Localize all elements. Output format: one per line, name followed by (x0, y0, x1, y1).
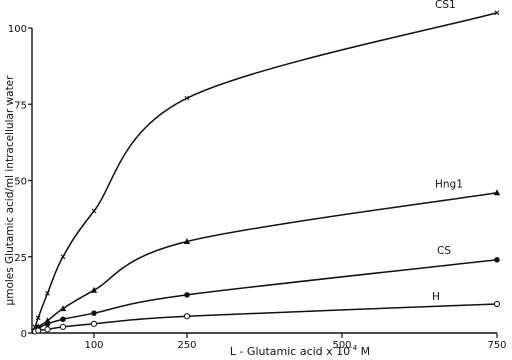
data-point (494, 257, 500, 263)
y-tick-label: 100 (8, 24, 27, 35)
data-point (60, 254, 66, 260)
axes: 100 250 500 750 0 25 50 75 100 (8, 24, 507, 351)
data-point (35, 327, 42, 334)
data-point (183, 238, 191, 244)
data-point (35, 315, 41, 321)
data-point-stroke (494, 10, 500, 16)
data-point-stroke (35, 315, 41, 321)
series-cs1 (31, 10, 500, 334)
series-line-cs1 (31, 12, 498, 334)
y-tick-label: 25 (14, 253, 27, 264)
x-tick-label: 250 (177, 340, 196, 351)
labels-group: L - Glutamic acid x 10-4 M μmoles Glutami… (4, 0, 463, 358)
series-label: Hng1 (435, 179, 463, 191)
y-axis-title: μmoles Glutamic acid/ml intracellular wa… (4, 75, 16, 306)
series-label: CS1 (435, 0, 456, 11)
data-point (493, 300, 501, 308)
data-point (59, 305, 67, 312)
series-group (31, 10, 501, 335)
data-point (91, 310, 97, 316)
data-point (184, 95, 190, 101)
data-point (45, 290, 50, 296)
y-tick-label: 75 (14, 100, 27, 111)
data-point (184, 292, 190, 298)
x-tick-label: 500 (332, 340, 351, 351)
x-tick-label: 750 (487, 340, 506, 351)
data-point (494, 10, 500, 16)
data-point-stroke (184, 95, 190, 101)
y-tick-label: 0 (21, 329, 27, 340)
x-axis-title: L - Glutamic acid x 10-4 M (230, 344, 370, 358)
data-point (493, 189, 501, 196)
series-label: H (432, 291, 440, 303)
series-h (31, 300, 501, 335)
data-point (183, 313, 191, 320)
data-point (90, 286, 98, 293)
data-point-stroke (60, 254, 66, 260)
data-point (44, 326, 51, 333)
data-point (44, 321, 51, 327)
series-line-cs (31, 259, 498, 334)
data-point (60, 316, 66, 323)
data-point-stroke (45, 290, 50, 296)
x-tick-label: 100 (84, 340, 103, 351)
data-point (59, 323, 67, 330)
data-point-stroke (91, 208, 97, 214)
data-point (90, 320, 98, 327)
y-tick-label: 50 (14, 177, 27, 188)
series-cs (31, 257, 500, 334)
series-label: CS (437, 245, 451, 257)
series-line-h (31, 303, 498, 334)
data-point (91, 208, 97, 214)
